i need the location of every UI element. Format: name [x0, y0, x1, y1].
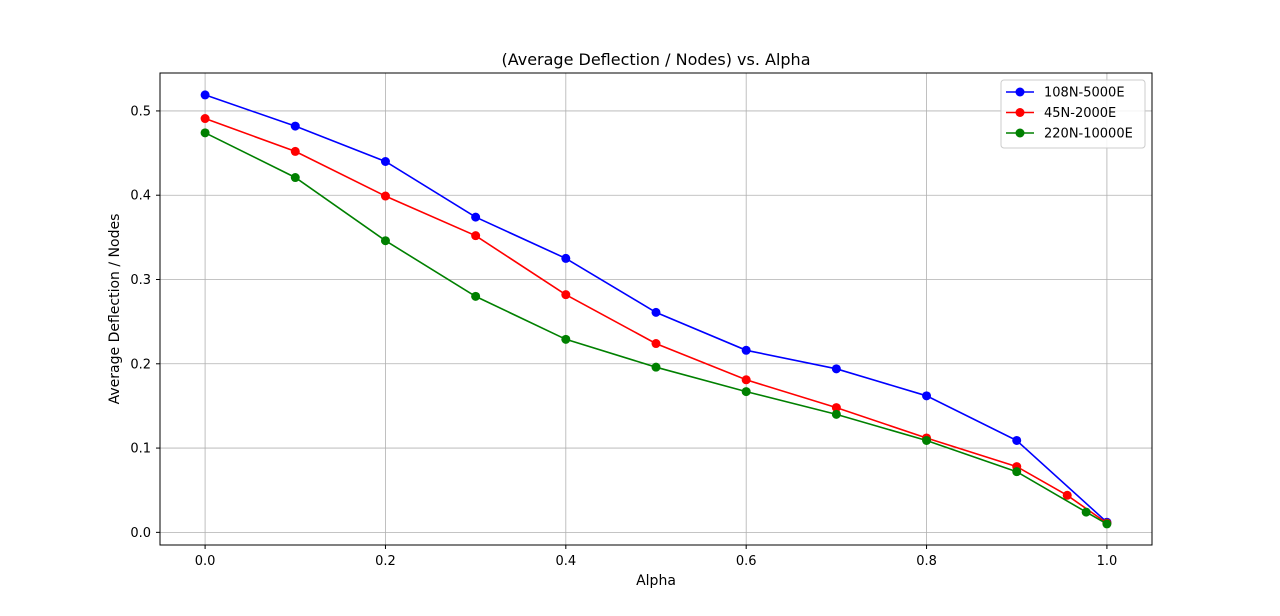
- x-tick-label: 0.2: [375, 554, 396, 569]
- x-tick-label: 1.0: [1097, 554, 1118, 569]
- data-point: [651, 362, 661, 372]
- y-tick-label: 0.3: [130, 273, 151, 288]
- legend-item: 220N-10000E: [1006, 127, 1133, 142]
- data-point: [200, 128, 210, 138]
- data-point: [831, 364, 841, 374]
- data-point: [290, 173, 300, 183]
- data-point: [1081, 507, 1091, 517]
- legend-box: [1000, 79, 1146, 149]
- axis-ticks: 0.0 0.2 0.4 0.6 0.8 1.0 0.0 0.1 0.2 0.3 0.4 0.5: [130, 104, 1117, 569]
- x-tick-label: 0.6: [736, 554, 757, 569]
- legend-marker: [1015, 87, 1025, 97]
- y-tick-label: 0.0: [130, 526, 151, 541]
- data-point: [831, 409, 841, 419]
- legend-item: 45N-2000E: [1006, 106, 1116, 121]
- legend-marker: [1015, 108, 1025, 117]
- data-point: [922, 435, 932, 445]
- y-tick-label: 0.4: [130, 189, 151, 204]
- data-point: [831, 403, 841, 413]
- data-point: [1012, 435, 1022, 445]
- data-point: [200, 114, 210, 124]
- series-45N-2000E: [200, 114, 1112, 528]
- data-point: [1012, 467, 1022, 477]
- legend-item: 108N-5000E: [1006, 86, 1125, 101]
- x-axis-title: Alpha: [636, 573, 676, 589]
- data-point: [651, 307, 661, 317]
- data-point: [741, 345, 751, 355]
- data-point: [922, 391, 932, 401]
- x-tick-label: 0.0: [195, 554, 216, 569]
- plot-area-frame: [159, 72, 1153, 546]
- data-point: [561, 334, 571, 344]
- data-point: [290, 121, 300, 131]
- data-point: [561, 290, 571, 300]
- data-point: [471, 212, 481, 222]
- data-point: [200, 90, 210, 100]
- data-point: [741, 375, 751, 385]
- series-220N-10000E: [200, 128, 1112, 529]
- data-point: [380, 157, 390, 166]
- legend-marker: [1015, 128, 1025, 138]
- legend: 108N-5000E 45N-2000E 220N-10000E: [1000, 79, 1146, 149]
- data-point: [1102, 519, 1112, 529]
- data-point: [651, 339, 661, 349]
- data-point: [380, 236, 390, 246]
- legend-label: 220N-10000E: [1044, 127, 1133, 142]
- data-point: [471, 291, 481, 301]
- x-tick-label: 0.8: [916, 554, 937, 569]
- y-tick-label: 0.5: [130, 104, 151, 119]
- y-tick-label: 0.1: [130, 442, 151, 457]
- series-line: [204, 117, 1108, 524]
- y-tick-label: 0.2: [130, 357, 151, 372]
- data-point: [741, 387, 751, 397]
- legend-label: 108N-5000E: [1044, 86, 1125, 101]
- data-series: [200, 90, 1112, 529]
- y-axis-title: Average Deflection / Nodes: [107, 214, 123, 405]
- legend-label: 45N-2000E: [1044, 106, 1116, 121]
- data-point: [471, 231, 481, 241]
- series-line: [204, 132, 1108, 525]
- data-point: [290, 146, 300, 156]
- x-tick-label: 0.4: [555, 554, 576, 569]
- series-108N-5000E: [200, 90, 1112, 527]
- data-point: [561, 253, 571, 263]
- data-point: [380, 191, 390, 201]
- data-point: [1062, 490, 1072, 500]
- chart-title: (Average Deflection / Nodes) vs. Alpha: [501, 50, 810, 69]
